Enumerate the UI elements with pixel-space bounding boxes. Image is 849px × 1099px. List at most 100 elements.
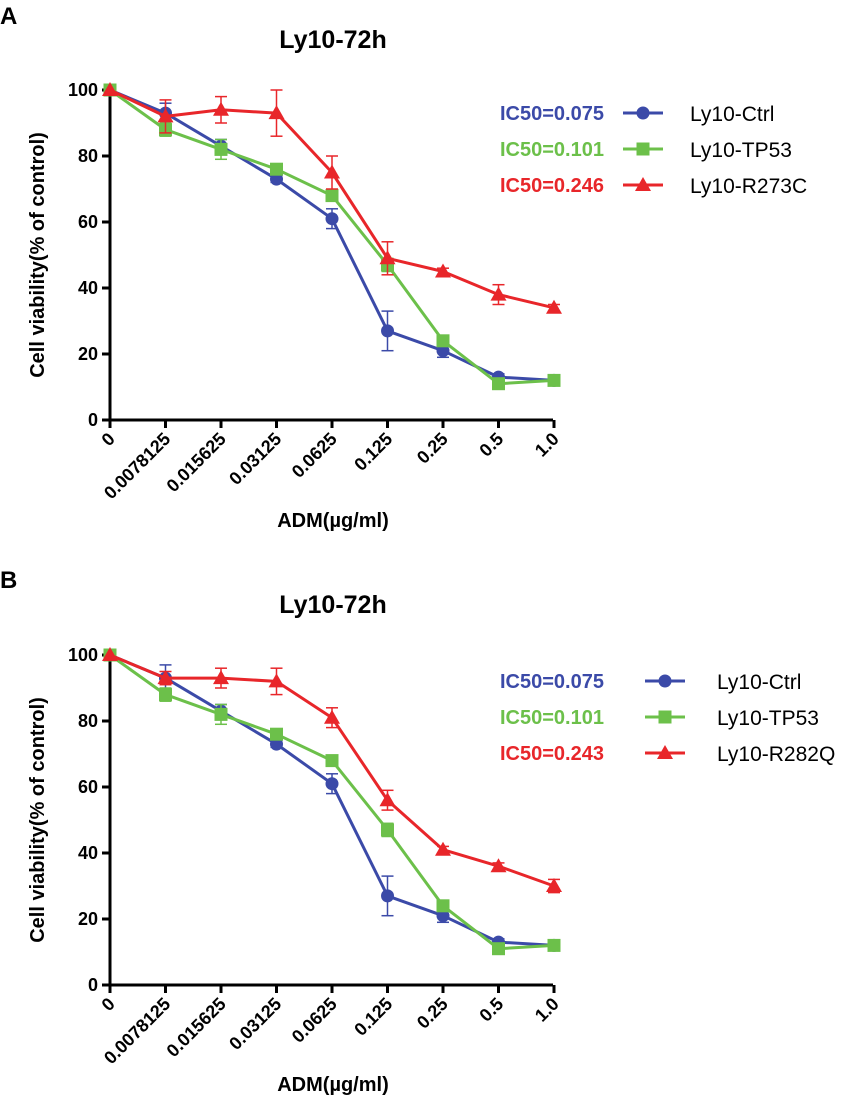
panel-a-xtick-label-5: 0.125 xyxy=(350,429,396,475)
panel-a-y-ticks: 0 20 40 60 80 100 xyxy=(68,80,110,430)
panel-a-series-0-point-5 xyxy=(381,324,394,338)
panel-a-xtick-label-7: 0.5 xyxy=(475,429,507,461)
panel-b-xtick-label-6: 0.25 xyxy=(413,994,452,1033)
panel-a-series-2-point-2 xyxy=(213,101,229,116)
panel-a-legend-ic50-2: IC50=0.246 xyxy=(500,175,604,197)
panel-a-legend-marker-0 xyxy=(636,106,650,120)
panel-a-legend-label-0: Ly10-Ctrl xyxy=(690,103,774,126)
panel-b-series-1 xyxy=(103,648,561,956)
panel-a-series-1-point-4 xyxy=(325,189,339,203)
panel-a-xtick-label-3: 0.03125 xyxy=(225,429,285,489)
panel-b-x-axis-label: ADM(µg/ml) xyxy=(277,1074,389,1096)
panel-b-series-2-point-0 xyxy=(102,647,118,661)
panel-b-legend-ic50-2: IC50=0.243 xyxy=(500,743,604,765)
panel-b-xtick-label-3: 0.03125 xyxy=(225,994,285,1054)
panel-a-ytick-label-80: 80 xyxy=(78,146,98,166)
panel-a-ytick-label-60: 60 xyxy=(78,212,98,232)
panel-b-series-1-line xyxy=(109,653,555,951)
panel-b-series-2 xyxy=(102,647,562,894)
panel-a-series-1-point-3 xyxy=(270,162,283,176)
panel-a-legend-label-1: Ly10-TP53 xyxy=(690,139,792,162)
panel-a-ytick-label-40: 40 xyxy=(78,278,98,298)
panel-b-legend-marker-2 xyxy=(657,745,673,759)
panel-a-xtick-label-6: 0.25 xyxy=(413,429,452,468)
panel-b-series-0-point-5 xyxy=(381,889,394,903)
panel-b-series xyxy=(102,647,562,956)
panel-b-ytick-label-0: 0 xyxy=(88,975,98,995)
panel-b-series-2-point-1 xyxy=(157,670,174,685)
panel-a-series-2-point-7 xyxy=(490,286,507,301)
panel-a-series-2-point-6 xyxy=(435,263,451,278)
panel-a-xtick-label-8: 1.0 xyxy=(531,429,563,461)
panel-b-series-0 xyxy=(103,648,561,952)
panel-b-legend-ic50-0: IC50=0.075 xyxy=(500,671,604,693)
panel-a-series-1 xyxy=(103,83,561,391)
panel-b-y-axis-label: Cell viability(% of control) xyxy=(27,697,49,943)
panel-b-series-1-point-4 xyxy=(325,754,339,768)
panel-b-title: Ly10-72h xyxy=(279,591,386,619)
panel-a-xtick-label-4: 0.0625 xyxy=(288,429,341,482)
panel-a-series-2-point-3 xyxy=(268,105,285,120)
panel-a-ytick-label-0: 0 xyxy=(88,410,98,430)
panel-b-ytick-label-80: 80 xyxy=(78,711,98,731)
panel-b-series-0-point-4 xyxy=(325,777,339,791)
panel-b: B Ly10-72h Cell viability(% of control) … xyxy=(0,567,835,1096)
panel-b-legend-marker-0 xyxy=(658,674,672,688)
panel-b-series-2-point-4 xyxy=(324,709,340,724)
panel-b-series-1-point-7 xyxy=(492,942,505,956)
panel-a-series-2-point-5 xyxy=(379,250,396,265)
panel-b-ytick-label-20: 20 xyxy=(78,909,98,929)
panel-a-series-0-point-4 xyxy=(325,212,339,226)
panel-b-xtick-label-2: 0.015625 xyxy=(163,994,230,1061)
panel-b-series-0-point-6 xyxy=(436,909,450,923)
panel-b-series-2-point-8 xyxy=(546,878,562,892)
panel-a-series-1-point-7 xyxy=(492,377,505,391)
panel-b-ytick-label-100: 100 xyxy=(68,645,98,665)
panel-b-series-1-point-1 xyxy=(159,688,172,702)
panel-b-legend-label-2: Ly10-R282Q xyxy=(717,743,835,766)
panel-a-letter: A xyxy=(0,3,17,30)
panel-a-series-2-point-8 xyxy=(546,299,562,314)
panel-b-series-2-point-7 xyxy=(490,858,507,873)
panel-a-legend: IC50=0.075 Ly10-Ctrl IC50=0.101 Ly10-TP53 IC… xyxy=(500,103,807,198)
panel-a-xtick-label-2: 0.015625 xyxy=(163,429,230,496)
panel-b-series-1-point-3 xyxy=(270,727,283,741)
panel-a-series-2-point-4 xyxy=(324,164,340,179)
panel-b-series-1-point-5 xyxy=(381,823,394,837)
panel-a-xtick-label-0: 0 xyxy=(98,429,119,450)
panel-a-series-0-point-6 xyxy=(436,344,450,358)
panel-a-legend-marker-2 xyxy=(635,177,651,191)
panel-a-series-1-line xyxy=(109,88,555,386)
panel-a-series-0 xyxy=(103,83,561,387)
panel-a-series-1-point-6 xyxy=(436,334,450,348)
panel-b-series-1-point-6 xyxy=(436,899,450,913)
panel-b-ytick-label-40: 40 xyxy=(78,843,98,863)
panel-b-y-ticks: 0 20 40 60 80 100 xyxy=(68,645,110,995)
panel-b-legend-label-1: Ly10-TP53 xyxy=(717,707,819,730)
panel-a-series xyxy=(102,82,562,391)
panel-a-x-axis-label: ADM(µg/ml) xyxy=(277,510,389,532)
panel-a-series-0-point-3 xyxy=(270,172,283,186)
panel-a-series-1-point-2 xyxy=(214,142,228,156)
panel-a-series-2-point-1 xyxy=(157,108,174,123)
panel-a-legend-marker-1 xyxy=(636,142,650,156)
panel-b-legend-label-0: Ly10-Ctrl xyxy=(717,671,801,694)
panel-a-legend-ic50-1: IC50=0.101 xyxy=(500,139,604,161)
panel-b-xtick-label-5: 0.125 xyxy=(350,994,396,1040)
panel-a: A Ly10-72h Cell viability(% of control) … xyxy=(0,3,807,532)
panel-a-y-axis-label: Cell viability(% of control) xyxy=(27,132,49,378)
panel-b-ytick-label-60: 60 xyxy=(78,777,98,797)
panel-b-xtick-label-8: 1.0 xyxy=(531,994,563,1026)
panel-b-series-2-point-2 xyxy=(213,670,229,685)
panel-a-series-2 xyxy=(102,82,562,314)
panel-b-xtick-label-0: 0 xyxy=(98,994,119,1015)
panel-a-ytick-label-20: 20 xyxy=(78,344,98,364)
panel-b-series-2-point-3 xyxy=(268,673,285,688)
panel-a-ytick-label-100: 100 xyxy=(68,80,98,100)
panel-b-legend-marker-1 xyxy=(658,710,672,724)
panel-a-legend-ic50-0: IC50=0.075 xyxy=(500,103,604,125)
panel-b-series-2-line xyxy=(109,653,555,888)
